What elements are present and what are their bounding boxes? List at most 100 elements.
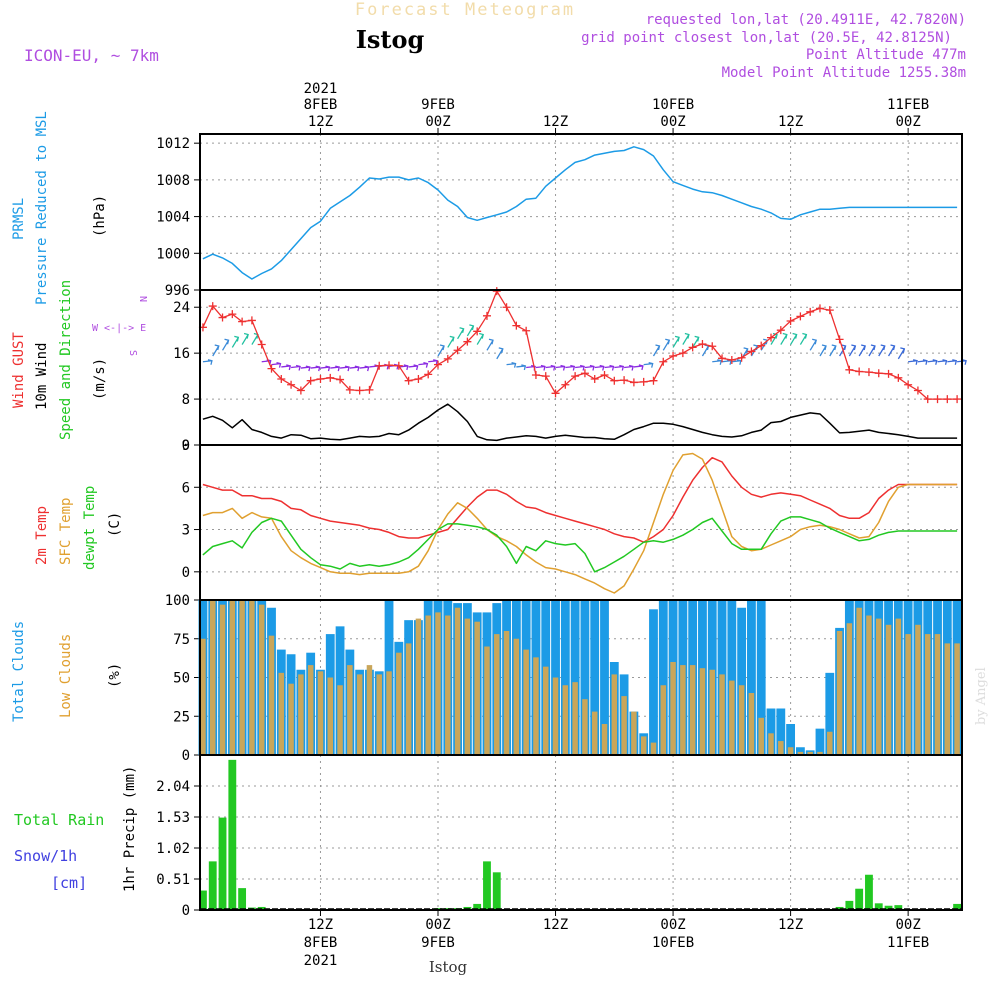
wind-arrow-head <box>325 365 331 372</box>
wind-arrow-head <box>684 332 690 339</box>
wind-arrow-head <box>890 344 896 351</box>
low-cloud-bar <box>396 652 402 755</box>
low-cloud-bar <box>807 751 813 755</box>
wind-arrow-head <box>560 364 566 371</box>
wind-arrow-head <box>900 347 906 354</box>
gust-point <box>512 321 521 330</box>
wind-arrow-head <box>609 364 615 371</box>
gust-point <box>649 376 658 385</box>
total-cloud-bar <box>658 600 668 755</box>
top-axis-date: 10FEB <box>652 97 694 113</box>
rain-bar <box>835 906 844 910</box>
wind-arrow <box>917 359 928 365</box>
low-cloud-bar <box>924 634 931 755</box>
gust-point <box>238 317 247 326</box>
wind-arrow-head <box>433 359 438 365</box>
wind-arrow-head <box>674 335 680 342</box>
model-altitude: Model Point Altitude 1255.38m <box>722 65 966 81</box>
dewpt-line <box>202 516 958 573</box>
gust-point <box>864 368 873 377</box>
t2m-label: 2m Temp <box>34 506 50 565</box>
gust-point <box>688 343 697 352</box>
wind-arrow-head <box>952 359 958 365</box>
wind-arrow <box>418 361 429 368</box>
panel-frame-4 <box>199 754 963 911</box>
wind-arrow <box>535 364 546 371</box>
low-clouds-label: Low Clouds <box>58 634 74 718</box>
wind-arrow <box>614 364 625 371</box>
low-cloud-bar <box>797 751 804 755</box>
low-cloud-bar <box>278 672 285 755</box>
wind-arrow-head <box>439 344 445 351</box>
wind-arrow-head <box>488 338 494 345</box>
panel-frame-0 <box>199 133 963 291</box>
low-cloud-bar <box>523 649 529 755</box>
wind-arrow-head <box>870 344 876 351</box>
low-cloud-bar <box>748 693 755 755</box>
wind-arrow-head <box>286 364 292 371</box>
rain-bar <box>473 903 482 910</box>
ytick-label: 0 <box>182 438 190 454</box>
wind-arrow-head <box>335 365 341 372</box>
wind-arrow-head <box>694 335 700 342</box>
low-cloud-bar <box>366 665 373 755</box>
pressure-unit: (hPa) <box>92 195 108 237</box>
low-cloud-bar <box>621 696 627 755</box>
bottom-axis-date: 8FEB <box>304 935 338 951</box>
wind-arrow-head <box>648 361 654 368</box>
gust-point <box>326 373 335 382</box>
low-cloud-bar <box>934 634 941 755</box>
wind-arrow-head <box>540 364 546 371</box>
total-cloud-bar <box>776 708 786 755</box>
low-cloud-bar <box>513 638 520 755</box>
low-cloud-bar <box>680 665 686 755</box>
gust-point <box>825 306 834 315</box>
gust-point <box>796 312 805 321</box>
low-cloud-bar <box>209 600 216 755</box>
ytick-label: 50 <box>173 671 190 687</box>
compass-n: N <box>137 296 148 302</box>
wind-arrow-head <box>922 359 928 365</box>
top-axis-hour: 12Z <box>308 114 333 130</box>
wind-arrow <box>780 332 788 345</box>
gust-point <box>296 386 305 395</box>
snow-unit-label: [cm] <box>51 874 87 892</box>
rain-bar <box>845 900 854 910</box>
wind-arrow <box>662 338 671 351</box>
low-cloud-bar <box>631 711 637 755</box>
wind-arrow <box>927 359 938 365</box>
ytick-label: 24 <box>173 300 190 316</box>
wind-arrow <box>682 332 690 345</box>
wind-arrow-head <box>599 364 605 371</box>
gust-point <box>659 357 668 366</box>
low-cloud-bar <box>640 736 647 755</box>
faded-title: Forecast Meteogram <box>355 0 575 20</box>
low-cloud-bar <box>787 747 794 755</box>
wind-arrow-head <box>305 365 311 372</box>
total-cloud-bar <box>570 600 580 755</box>
wind-arrow-head <box>364 365 370 372</box>
rain-bar <box>855 888 864 910</box>
gust-point <box>894 373 903 382</box>
wind-arrow-head <box>589 364 595 371</box>
low-cloud-bar <box>219 604 226 755</box>
footer-location: Istog <box>429 958 468 976</box>
ytick-label: 75 <box>173 632 190 648</box>
gust-point <box>678 349 687 358</box>
ytick-label: 1004 <box>156 210 190 226</box>
gust-point <box>737 353 746 362</box>
wind-arrow <box>339 365 350 372</box>
wind10m-line <box>202 403 958 442</box>
low-cloud-bar <box>866 615 872 755</box>
gust-point <box>267 364 276 373</box>
gust-point <box>698 339 707 348</box>
wind-arrow <box>604 364 615 371</box>
wind-arrow-head <box>315 365 321 372</box>
wind-arrow <box>486 338 494 351</box>
gust-point <box>345 385 354 394</box>
gust-point <box>463 337 472 346</box>
low-cloud-bar <box>376 674 382 755</box>
gust-point <box>855 367 864 376</box>
ytick-label: 9 <box>182 438 190 454</box>
wind-arrow-head <box>344 365 350 372</box>
